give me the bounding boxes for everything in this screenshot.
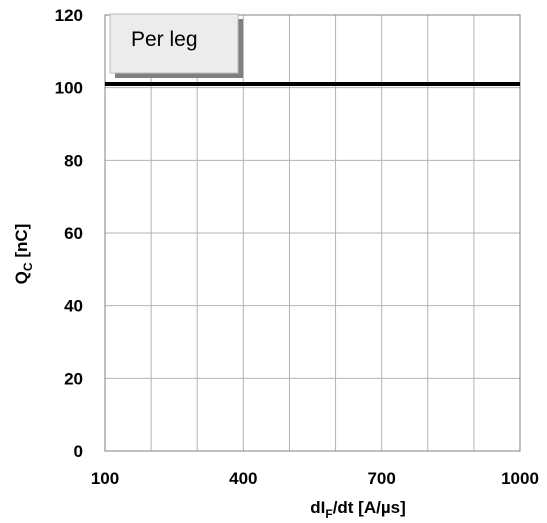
x-tick-label: 400 [229,469,257,488]
y-tick-label: 40 [64,297,83,316]
y-tick-label: 20 [64,369,83,388]
x-tick-labels: 100 400 700 1000 [91,469,539,488]
legend-box-face [109,13,239,74]
y-tick-label: 120 [55,6,83,25]
x-tick-label: 1000 [501,469,539,488]
y-tick-label: 60 [64,224,83,243]
y-tick-label: 80 [64,151,83,170]
y-axis-label: QC [nC] [12,224,35,285]
x-axis-label: dIF/dt [A/µs] [310,498,406,521]
legend-text: Per leg [131,28,198,51]
plot-frame [104,14,521,452]
legend-box: Per leg [109,13,243,78]
grid [104,14,521,452]
x-tick-label: 700 [367,469,395,488]
x-tick-label: 100 [91,469,119,488]
y-tick-label: 100 [55,79,83,98]
y-tick-label: 0 [74,442,83,461]
y-tick-labels: 0 20 40 60 80 100 120 [55,6,83,461]
